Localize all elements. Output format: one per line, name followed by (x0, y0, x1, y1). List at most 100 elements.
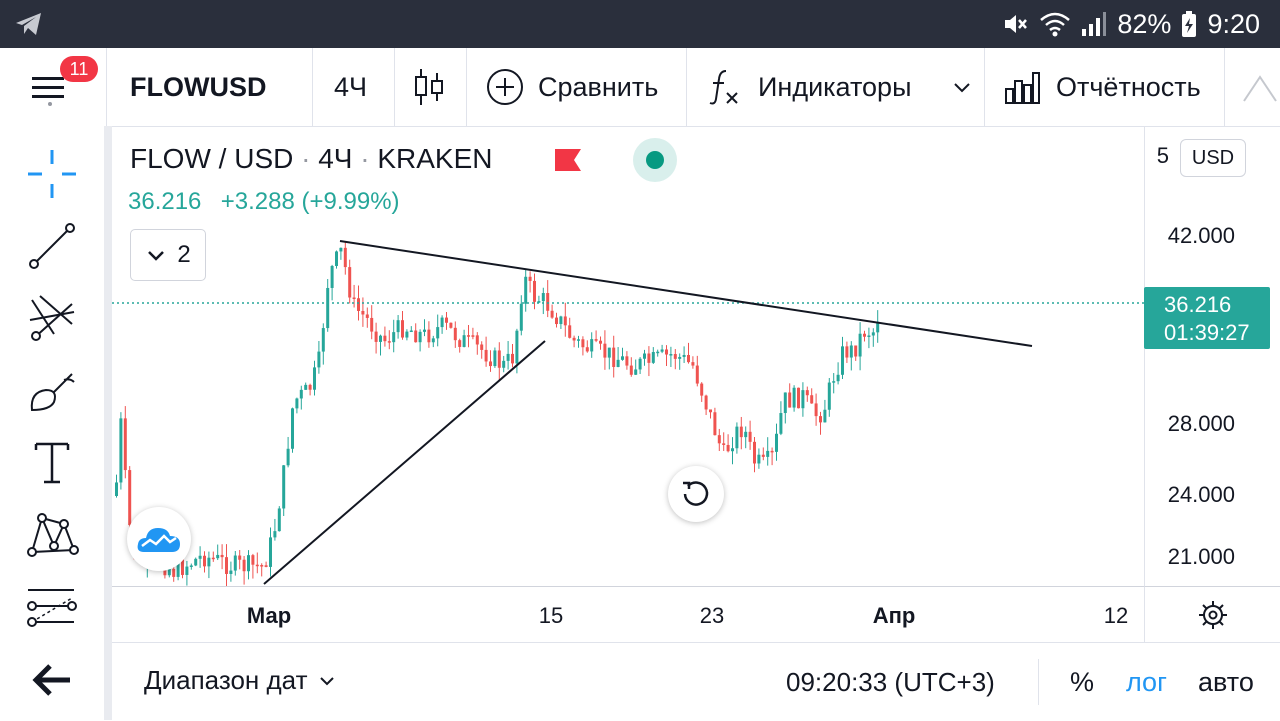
battery-charging-icon (1182, 11, 1197, 37)
log-scale-toggle[interactable]: лог (1126, 667, 1167, 697)
tradingview-logo-button[interactable] (127, 507, 191, 571)
candle-body (770, 450, 774, 453)
candle-body (458, 340, 462, 347)
price-axis[interactable]: 5 42.000 28.000 24.000 21.000 (1144, 126, 1280, 586)
candle-body (269, 537, 272, 567)
cloud-logo-icon (137, 528, 180, 552)
candle-body (185, 566, 189, 575)
candle-body (176, 559, 180, 577)
collapsed-count: 2 (177, 241, 191, 268)
candle-body (700, 383, 704, 396)
currency-button[interactable]: USD (1180, 139, 1246, 177)
candle-body (220, 554, 224, 558)
candle-body (761, 454, 765, 457)
more-tools-button[interactable] (1240, 48, 1280, 126)
candle-body (181, 559, 184, 575)
candle-body (445, 317, 448, 323)
price-label: 28.000 (1167, 411, 1235, 436)
percent-scale-toggle[interactable]: % (1070, 667, 1095, 697)
auto-scale-toggle[interactable]: авто (1198, 667, 1254, 697)
candle-body (788, 392, 792, 408)
candle-body (867, 335, 871, 337)
chart-type-button[interactable] (412, 48, 446, 126)
date-range-button[interactable]: Диапазон дат (144, 665, 337, 696)
pitchfork-icon[interactable] (24, 290, 80, 346)
candle-body (581, 339, 585, 348)
candle-body (849, 345, 853, 358)
candle-body (286, 448, 290, 466)
candle-body (656, 351, 660, 354)
candle-body (594, 339, 598, 341)
candle-body (832, 381, 836, 383)
menu-button[interactable] (28, 48, 88, 126)
candle-body (502, 360, 506, 368)
candle-body (308, 384, 312, 390)
chart-settings-button[interactable] (1144, 586, 1280, 642)
interval-button[interactable]: 4Ч (334, 71, 368, 102)
candle-body (814, 403, 818, 417)
fib-icon[interactable] (24, 578, 80, 634)
candle-body (387, 341, 391, 343)
candle-body (612, 347, 616, 367)
indicators-collapse-button[interactable]: 2 (130, 229, 206, 281)
candle-body (211, 557, 215, 560)
reset-chart-button[interactable] (668, 466, 724, 522)
timezone-clock[interactable]: 09:20:33 (UTC+3) (786, 667, 995, 697)
descending-trend-line[interactable] (339, 240, 1033, 347)
chart-pane[interactable] (112, 126, 1144, 586)
candle-body (273, 531, 277, 538)
financials-button[interactable]: Отчётность (1004, 48, 1201, 126)
candle-body (599, 340, 602, 344)
pattern-icon[interactable] (24, 506, 80, 562)
candle-body (585, 347, 589, 352)
candle-body (836, 374, 840, 382)
text-icon[interactable] (24, 434, 80, 490)
candle-body (357, 298, 360, 311)
candlestick-chart[interactable] (112, 126, 1144, 586)
crosshair-icon[interactable] (24, 146, 80, 202)
candle-body (766, 450, 770, 457)
candle-body (717, 435, 721, 444)
hamburger-icon (32, 77, 64, 106)
candle-body (335, 251, 338, 266)
candle-body (383, 335, 387, 342)
legend-last-price: 36.216 (128, 188, 202, 215)
time-label: Мар (246, 603, 292, 628)
compare-button[interactable]: Сравнить (486, 48, 658, 126)
candle-body (726, 444, 730, 452)
ascending-trend-line[interactable] (263, 340, 546, 585)
candle-body (321, 328, 325, 352)
candle-body (739, 426, 743, 438)
battery-percent: 82% (1117, 8, 1172, 39)
candle-body (480, 344, 484, 350)
candle-body (299, 389, 303, 399)
symbol-search-button[interactable]: FLOWUSD (130, 71, 267, 102)
candle-body (282, 465, 286, 509)
candle-body (673, 354, 677, 359)
candle-body (858, 333, 862, 357)
candle-body (396, 320, 400, 333)
candle-body (805, 390, 809, 396)
back-arrow-icon[interactable] (24, 652, 80, 708)
legend-symbol: FLOW / USD (130, 143, 294, 174)
chevron-down-icon (148, 251, 165, 261)
brush-icon[interactable] (24, 362, 80, 418)
candle-body (669, 354, 673, 356)
candle-body (511, 353, 514, 364)
flag-icon[interactable] (554, 148, 582, 172)
indicators-button[interactable]: Индикаторы (708, 48, 911, 126)
candle-body (198, 555, 202, 559)
candle-body (264, 565, 268, 567)
time-axis[interactable]: Мар 15 23 Апр 12 (112, 586, 1144, 643)
toolbar-divider (104, 126, 112, 720)
time-label: 12 (1103, 603, 1129, 628)
candle-body (167, 568, 171, 576)
indicators-dropdown-button[interactable] (950, 48, 974, 126)
trend-line-icon[interactable] (24, 218, 80, 274)
candle-body (238, 555, 242, 560)
candle-body (722, 443, 726, 445)
current-price-value: 36.216 (1164, 292, 1232, 317)
candle-body (119, 418, 123, 483)
market-status-indicator[interactable] (633, 138, 677, 182)
candle-body (475, 335, 479, 345)
